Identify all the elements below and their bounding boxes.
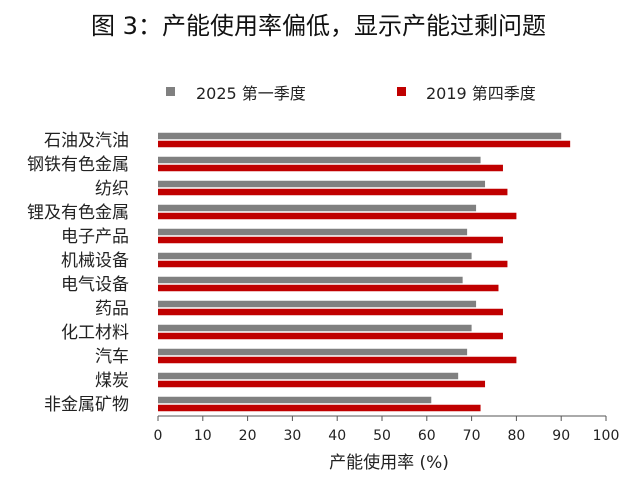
legend-marker-1: [397, 87, 406, 96]
y-tick-label-3: 锂及有色金属: [27, 203, 129, 223]
bar-series-b-0: [158, 140, 571, 148]
x-tick-label-6: 60: [418, 428, 436, 444]
bar-series-b-8: [158, 332, 503, 340]
bar-series-b-11: [158, 404, 481, 412]
x-tick-label-10: 100: [593, 428, 620, 444]
x-axis: 0 10 20 30 40 50 60 70 80 90 100 产能使用率 (%): [154, 415, 620, 473]
bar-series-a-1: [158, 156, 481, 164]
x-tick-label-4: 40: [328, 428, 346, 444]
y-tick-label-7: 药品: [95, 299, 129, 319]
bar-series-b-7: [158, 308, 503, 316]
bar-series-b-3: [158, 212, 517, 220]
x-tick-label-1: 10: [194, 428, 212, 444]
bar-series-a-7: [158, 300, 477, 308]
bar-series-a-2: [158, 180, 486, 188]
y-tick-label-1: 钢铁有色金属: [27, 155, 129, 175]
bar-series-a-3: [158, 204, 477, 212]
x-tick-label-0: 0: [154, 428, 163, 444]
bar-series-a-9: [158, 348, 468, 356]
bar-series-b-10: [158, 380, 486, 388]
bar-series-a-6: [158, 276, 463, 284]
y-tick-label-2: 纺织: [95, 179, 129, 199]
bar-series-a-11: [158, 396, 432, 404]
bar-series-b-6: [158, 284, 499, 292]
y-tick-label-9: 汽车: [95, 347, 129, 367]
legend-marker-0: [166, 87, 175, 96]
y-tick-label-5: 机械设备: [61, 251, 129, 271]
legend-label-1: 2019 第四季度: [426, 84, 536, 103]
bar-series-b-2: [158, 188, 508, 196]
y-tick-label-11: 非金属矿物: [44, 395, 129, 415]
chart-legend: 2025 第一季度 2019 第四季度: [166, 84, 536, 103]
bar-series-a-5: [158, 252, 472, 260]
legend-label-0: 2025 第一季度: [196, 84, 306, 103]
bar-series-a-8: [158, 324, 472, 332]
bar-series-b-1: [158, 164, 503, 172]
x-tick-label-5: 50: [373, 428, 391, 444]
x-tick-label-8: 80: [507, 428, 525, 444]
x-tick-label-7: 70: [463, 428, 481, 444]
y-tick-label-8: 化工材料: [61, 323, 129, 343]
bar-series-a-10: [158, 372, 459, 380]
x-tick-label-3: 30: [283, 428, 301, 444]
bar-series-b-5: [158, 260, 508, 268]
x-tick-label-2: 20: [239, 428, 257, 444]
bar-series-a-0: [158, 132, 562, 140]
y-tick-label-0: 石油及汽油: [44, 131, 129, 151]
bar-series-b-4: [158, 236, 503, 244]
x-tick-label-9: 90: [552, 428, 570, 444]
y-axis: 石油及汽油钢铁有色金属纺织锂及有色金属电子产品机械设备电气设备药品化工材料汽车煤…: [27, 131, 129, 415]
plot-area: [158, 132, 571, 412]
chart-title: 图 3：产能使用率偏低，显示产能过剩问题: [91, 12, 546, 40]
y-tick-label-6: 电气设备: [61, 275, 129, 295]
bar-series-a-4: [158, 228, 468, 236]
bar-series-b-9: [158, 356, 517, 364]
y-tick-label-4: 电子产品: [61, 227, 129, 247]
y-tick-label-10: 煤炭: [95, 371, 129, 391]
x-axis-label: 产能使用率 (%): [329, 452, 449, 473]
